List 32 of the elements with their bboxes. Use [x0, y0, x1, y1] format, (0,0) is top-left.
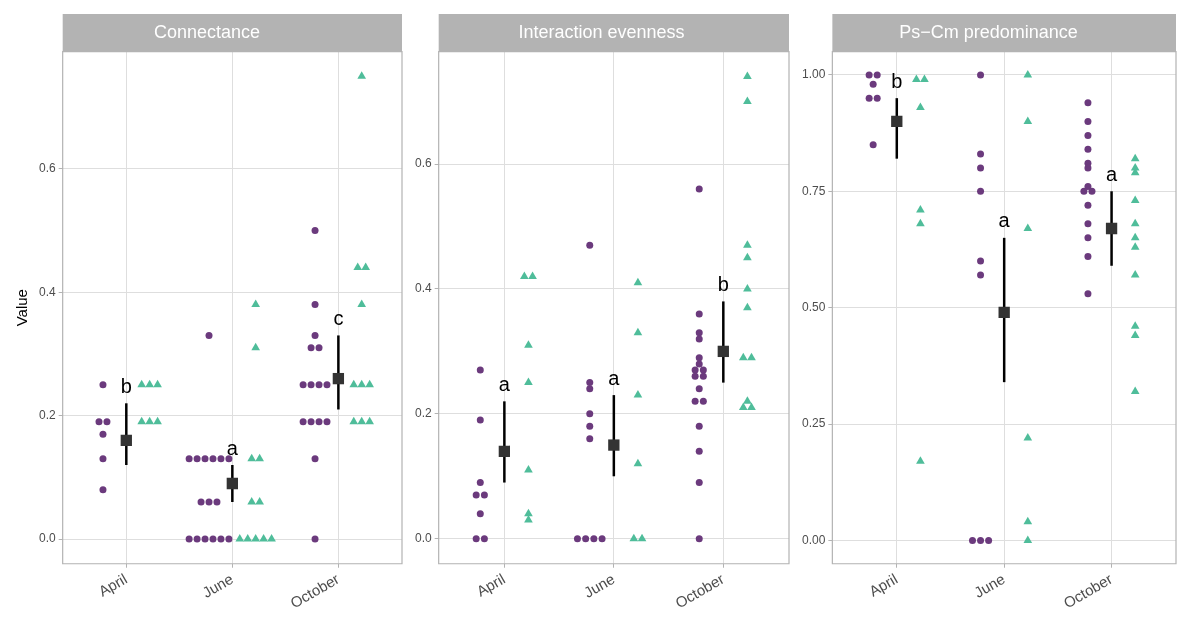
chart-title: Interaction evenness: [518, 21, 685, 42]
y-tick-label: 1.00: [802, 67, 826, 82]
y-tick-label: 0.6: [414, 156, 432, 171]
chart-title: Connectance: [153, 21, 261, 42]
y-tick-label: 0.25: [802, 416, 826, 431]
annotation: a: [1106, 162, 1118, 185]
y-tick-label: 0.4: [38, 284, 56, 299]
y-tick-label: 0.0: [38, 531, 56, 546]
chart-title: Ps−Cm predominance: [899, 21, 1078, 42]
annotation: b: [717, 272, 729, 295]
x-tick-label: June: [971, 569, 1008, 601]
y-tick-label: 0.6: [38, 161, 56, 176]
annotation: b: [120, 374, 132, 397]
y-tick-label: 0.4: [414, 281, 432, 296]
y-axis-title: Value: [13, 289, 31, 327]
annotation: b: [891, 69, 903, 92]
y-tick-label: 0.0: [414, 531, 432, 546]
x-tick-label: April: [865, 569, 901, 600]
y-tick-label: 0.00: [802, 532, 826, 547]
x-tick-label: April: [473, 569, 508, 600]
annotation: a: [998, 209, 1011, 232]
annotation: a: [226, 436, 239, 459]
y-tick-label: 0.75: [802, 183, 826, 198]
x-tick-label: June: [199, 569, 236, 601]
x-tick-label: April: [95, 569, 130, 600]
annotation: a: [498, 372, 511, 395]
y-tick-label: 0.2: [38, 407, 56, 422]
y-tick-label: 0.2: [414, 406, 432, 421]
x-tick-label: June: [580, 569, 618, 601]
annotation: c: [333, 306, 344, 329]
y-tick-label: 0.50: [802, 299, 826, 314]
annotation: a: [608, 366, 621, 389]
